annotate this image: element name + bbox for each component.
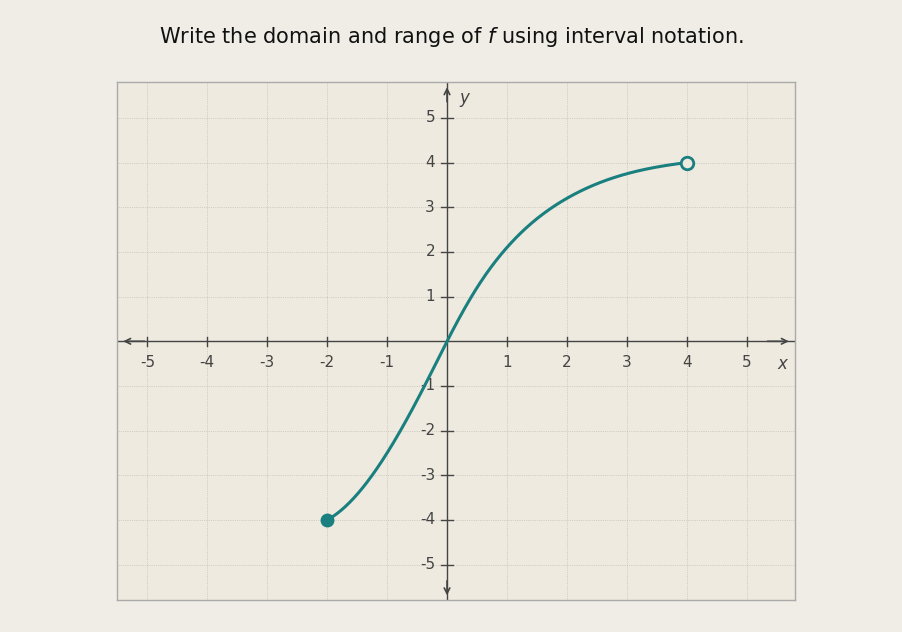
Text: 2: 2 <box>425 245 435 259</box>
Text: 3: 3 <box>621 355 631 370</box>
Text: 1: 1 <box>502 355 511 370</box>
Text: -3: -3 <box>259 355 274 370</box>
Text: -1: -1 <box>419 379 435 394</box>
Text: 1: 1 <box>425 289 435 304</box>
Text: -1: -1 <box>379 355 394 370</box>
Text: y: y <box>458 89 468 107</box>
Text: 5: 5 <box>425 111 435 125</box>
Text: -4: -4 <box>419 513 435 528</box>
Text: -2: -2 <box>319 355 335 370</box>
Text: 3: 3 <box>425 200 435 215</box>
Text: 4: 4 <box>425 155 435 170</box>
Text: -4: -4 <box>199 355 215 370</box>
Text: -5: -5 <box>419 557 435 572</box>
Text: x: x <box>777 355 787 373</box>
Text: -3: -3 <box>419 468 435 483</box>
Text: Write the domain and range of $f$ using interval notation.: Write the domain and range of $f$ using … <box>159 25 743 49</box>
Text: 2: 2 <box>561 355 571 370</box>
Text: 4: 4 <box>681 355 691 370</box>
Text: 5: 5 <box>741 355 750 370</box>
Text: -2: -2 <box>419 423 435 438</box>
Text: -5: -5 <box>140 355 155 370</box>
